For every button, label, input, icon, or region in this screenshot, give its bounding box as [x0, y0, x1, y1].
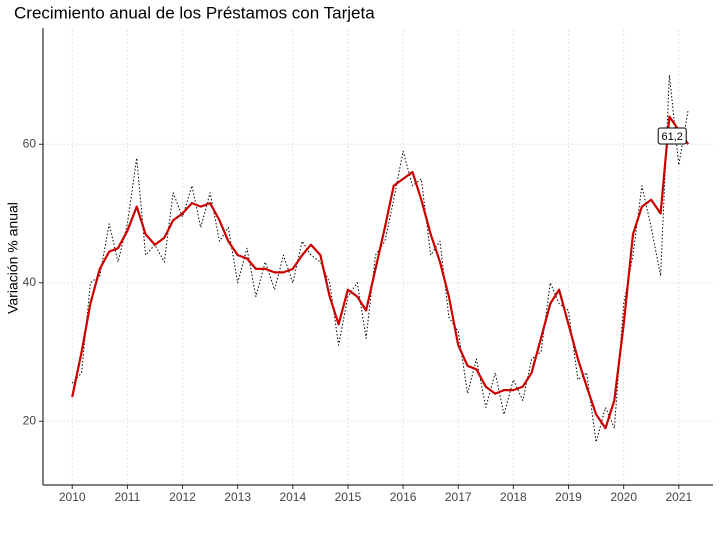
- annotation-box: [657, 127, 687, 145]
- x-tick-label: 2013: [224, 490, 251, 504]
- x-tick-label: 2010: [59, 490, 86, 504]
- series-line: [71, 74, 689, 443]
- x-tick-label: 2011: [114, 490, 140, 504]
- x-tick-label: 2017: [445, 490, 472, 504]
- x-tick-label: 2018: [500, 490, 527, 504]
- x-tick-label: 2016: [390, 490, 417, 504]
- x-tick-label: 2015: [335, 490, 362, 504]
- x-tick-label: 2014: [279, 490, 306, 504]
- x-tick-label: 2012: [169, 490, 196, 504]
- annotation-label: 61,2: [661, 131, 682, 143]
- x-tick-label: 2019: [555, 490, 582, 504]
- x-tick-label: 2020: [610, 490, 637, 504]
- x-tick-label: 2021: [665, 490, 692, 504]
- chart-title: Crecimiento anual de los Préstamos con T…: [14, 3, 375, 22]
- y-tick-label: 60: [23, 136, 37, 150]
- y-axis-label: Variación % anual: [5, 202, 21, 314]
- y-tick-label: 40: [23, 275, 37, 289]
- y-tick-label: 20: [23, 413, 37, 427]
- series-line: [71, 115, 690, 430]
